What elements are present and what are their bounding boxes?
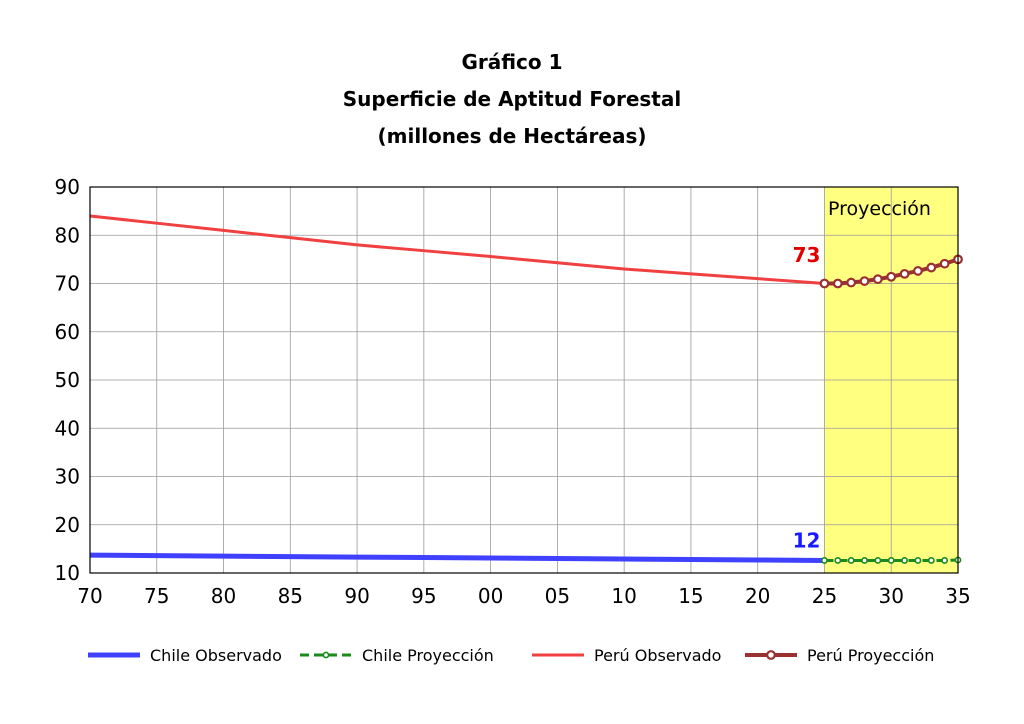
series-point: [832, 278, 843, 289]
series-point: [819, 278, 830, 289]
y-tick-label: 90: [55, 175, 80, 199]
series-point: [926, 262, 937, 273]
x-tick-label: 90: [344, 584, 369, 608]
legend-label: Chile Observado: [150, 646, 282, 665]
series-point: [899, 268, 910, 279]
x-tick-label: 00: [478, 584, 503, 608]
y-tick-label: 40: [55, 416, 80, 440]
legend-marker: [322, 651, 330, 659]
series-point: [872, 274, 883, 285]
chart-subtitle: Superficie de Aptitud Forestal: [342, 87, 682, 111]
x-tick-label: 70: [77, 584, 102, 608]
x-tick-label: 05: [545, 584, 570, 608]
legend: Chile Observado Chile Proyección Perú Obse…: [88, 646, 934, 665]
legend-label: Chile Proyección: [362, 646, 494, 665]
x-tick-label: 15: [678, 584, 703, 608]
series-point: [859, 276, 870, 286]
legend-item: Chile Proyección: [300, 646, 494, 665]
y-tick-label: 50: [55, 368, 80, 392]
legend-marker: [766, 650, 776, 660]
series-point: [847, 557, 855, 564]
series-point: [874, 557, 882, 564]
legend-item: Chile Observado: [88, 646, 282, 665]
y-tick-label: 60: [55, 320, 80, 344]
series-point: [913, 266, 923, 276]
x-tick-label: 35: [945, 584, 970, 608]
x-tick-label: 20: [745, 584, 770, 608]
axes-group: 70 75 80 85 90 95 00 05 10 15 20 25 30 35 10 20 30 40 50 60…: [55, 175, 971, 608]
x-tick-label: 10: [611, 584, 636, 608]
annotations-group: 73 12: [793, 243, 821, 552]
series-point: [886, 271, 897, 282]
series-point: [927, 557, 935, 564]
y-tick-label: 30: [55, 465, 80, 489]
plot-frame: [89, 186, 959, 574]
y-tick-label: 10: [55, 561, 80, 585]
series-line: [89, 214, 825, 285]
chart-units: (millones de Hectáreas): [377, 124, 647, 148]
series-line: [89, 552, 825, 563]
series-point: [941, 557, 949, 564]
x-tick-label: 75: [144, 584, 169, 608]
legend-label: Perú Proyección: [807, 646, 934, 665]
projection-band-label: Proyección: [828, 198, 931, 220]
y-tick-label: 80: [55, 223, 80, 247]
x-tick-label: 30: [879, 584, 904, 608]
x-tick-label: 80: [211, 584, 236, 608]
legend-item: Perú Observado: [532, 646, 721, 665]
series-point: [901, 557, 908, 564]
series-point: [821, 557, 828, 564]
x-tick-label: 95: [411, 584, 436, 608]
legend-item: Perú Proyección: [745, 646, 934, 665]
annotation-label: 12: [793, 528, 821, 552]
annotation-label: 73: [793, 243, 821, 267]
legend-label: Perú Observado: [594, 646, 721, 665]
series-point: [914, 557, 922, 564]
series-point: [846, 277, 857, 288]
x-tick-label: 25: [812, 584, 837, 608]
chart-title: Gráfico 1: [461, 50, 563, 74]
y-tick-label: 70: [55, 272, 80, 296]
series-point: [939, 258, 950, 269]
series-point: [887, 557, 895, 564]
series-point: [861, 557, 868, 564]
series-point: [834, 557, 842, 564]
y-tick-label: 20: [55, 513, 80, 537]
x-tick-label: 85: [278, 584, 303, 608]
series-group: [89, 214, 963, 564]
